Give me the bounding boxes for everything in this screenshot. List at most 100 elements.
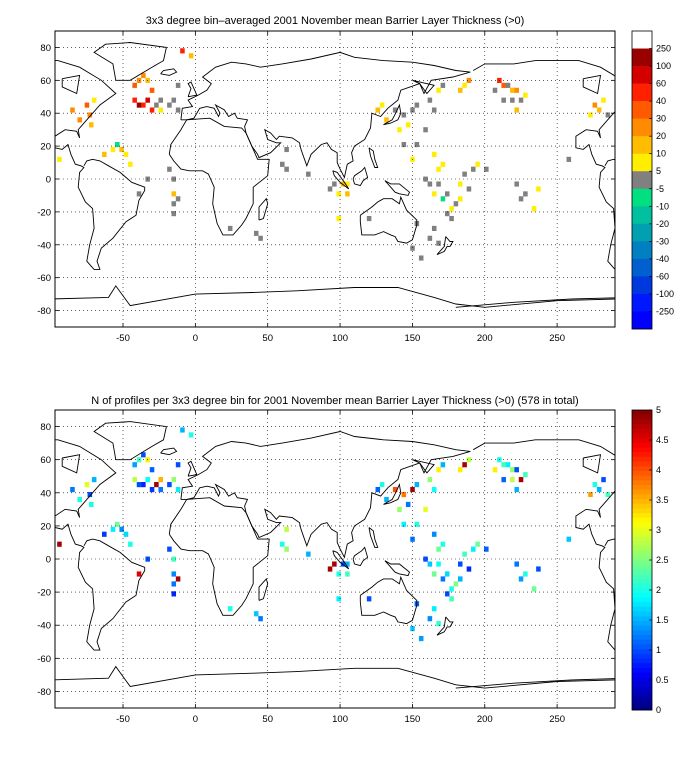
data-cell	[510, 87, 515, 93]
data-cell	[136, 571, 142, 577]
data-cell	[431, 225, 437, 231]
coastline	[61, 454, 81, 474]
colorbar-swatch	[632, 541, 652, 547]
data-cell	[306, 551, 311, 557]
data-cell	[596, 486, 602, 493]
colorbar-swatch	[632, 293, 652, 312]
colorbar-swatch	[632, 485, 652, 491]
data-cell	[379, 482, 385, 488]
data-cell	[123, 151, 129, 157]
coastline	[187, 81, 198, 98]
colorbar-swatch	[632, 503, 652, 509]
colorbar-label: -10	[656, 201, 669, 211]
x-tick-label: -50	[116, 714, 130, 725]
data-cell	[167, 482, 172, 488]
data-cell	[154, 102, 159, 108]
data-cell	[401, 521, 407, 527]
colorbar-label: 100	[656, 61, 671, 71]
data-cell	[514, 107, 519, 113]
colorbar-label: -250	[656, 306, 674, 316]
data-cell	[475, 161, 480, 167]
data-cell	[588, 112, 593, 118]
data-cell	[492, 467, 498, 473]
coastline	[359, 575, 418, 625]
colorbar-swatch	[632, 691, 652, 697]
colorbar-swatch	[632, 31, 652, 49]
colorbar-swatch	[632, 625, 652, 631]
data-cell	[136, 482, 142, 488]
data-cell	[167, 102, 172, 108]
colorbar-swatch	[632, 470, 652, 477]
data-cell	[180, 48, 185, 54]
data-cell	[132, 477, 137, 483]
data-cell	[128, 161, 133, 167]
data-cell	[410, 486, 415, 493]
colorbar-swatch	[632, 414, 652, 420]
data-cell	[123, 531, 129, 537]
x-tick-label: 100	[332, 333, 348, 344]
data-cell	[566, 536, 572, 542]
colorbar-swatch	[632, 560, 652, 566]
y-tick-label: -80	[37, 687, 51, 698]
coastline	[472, 439, 615, 651]
data-cell	[115, 142, 120, 148]
y-tick-label: 0	[46, 555, 51, 566]
coastline	[180, 431, 471, 559]
data-cell	[284, 546, 289, 552]
data-cell	[227, 225, 233, 231]
colorbar-swatch	[632, 499, 652, 505]
data-cell	[588, 491, 593, 498]
colorbar-swatch	[632, 447, 652, 453]
data-cell	[423, 127, 428, 133]
colorbar-swatch	[632, 677, 652, 683]
coastline	[180, 51, 471, 179]
panel-profile-counts: N of profiles per 3x3 degree bin for 200…	[37, 395, 696, 725]
data-cell	[462, 551, 467, 557]
coastline	[582, 74, 602, 95]
data-cell	[457, 181, 463, 187]
data-cell	[505, 82, 511, 88]
coastline	[582, 454, 602, 474]
data-cell	[475, 541, 480, 547]
coastline	[352, 546, 369, 567]
colorbar-label: 5	[656, 166, 661, 176]
chart-title: N of profiles per 3x3 degree bin for 200…	[91, 395, 578, 407]
colorbar-swatch	[632, 569, 652, 575]
data-cell	[128, 541, 133, 547]
data-cell	[466, 186, 472, 192]
map-layer	[55, 421, 696, 689]
data-cell	[444, 211, 450, 217]
coastline	[258, 577, 269, 601]
data-cell	[332, 181, 337, 187]
data-cell	[84, 102, 90, 108]
y-tick-label: -60	[37, 654, 51, 665]
data-cell	[414, 142, 420, 148]
colorbar-label: 40	[656, 96, 666, 106]
data-cell	[518, 576, 524, 582]
colorbar-swatch	[632, 663, 652, 669]
colorbar-label: -100	[656, 289, 674, 299]
coastline	[368, 527, 379, 548]
colorbar-swatch	[632, 588, 652, 594]
y-tick-label: 80	[40, 422, 51, 433]
data-cell	[566, 156, 572, 162]
colorbar-swatch	[632, 461, 652, 467]
data-cell	[444, 191, 450, 197]
data-cell	[175, 196, 181, 202]
coastline	[436, 236, 454, 256]
coastline	[690, 118, 696, 235]
data-cell	[171, 211, 177, 217]
y-tick-label: -20	[37, 207, 51, 218]
data-cell	[175, 486, 181, 493]
data-cell	[119, 526, 124, 532]
data-cell	[601, 477, 606, 483]
data-cell	[102, 531, 107, 537]
colorbar-swatch	[632, 480, 652, 486]
data-cell	[440, 576, 446, 582]
data-cell	[449, 206, 454, 212]
coastline	[690, 498, 696, 616]
coastline	[258, 197, 269, 221]
colorbar-label: 0.5	[656, 675, 669, 685]
data-cell	[484, 166, 489, 172]
data-cell	[171, 581, 177, 587]
